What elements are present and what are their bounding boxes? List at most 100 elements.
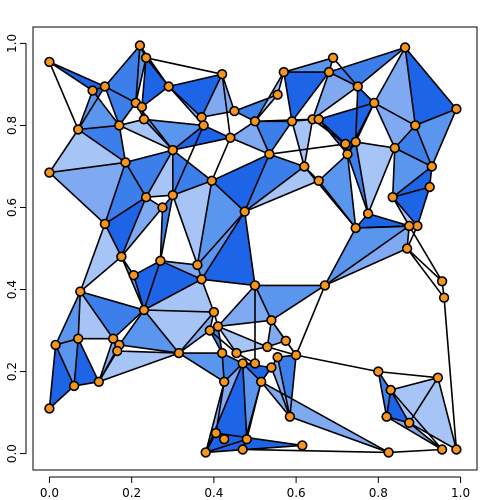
graph-edge <box>414 125 433 167</box>
graph-edge <box>289 355 297 417</box>
graph-edge <box>211 137 232 182</box>
graph-edge <box>217 325 268 348</box>
graph-node <box>167 144 179 156</box>
graph-edge <box>143 278 202 311</box>
graph-node <box>237 444 248 455</box>
graph-node <box>264 149 275 160</box>
nodes-layer <box>44 40 462 458</box>
graph-edge <box>172 180 213 196</box>
graph-edge <box>291 71 330 122</box>
graph-node <box>290 349 302 361</box>
x-tick-label: 0.4 <box>204 486 223 500</box>
graph-node <box>116 251 127 262</box>
graph-node <box>373 366 384 377</box>
graph-edge <box>196 211 246 266</box>
graph-node <box>44 403 55 414</box>
graph-node <box>381 411 392 422</box>
graph-edge <box>295 285 326 356</box>
graph-edge <box>318 153 349 182</box>
graph-edge <box>141 57 147 108</box>
graph-edge <box>324 227 357 286</box>
graph-edge <box>311 71 330 120</box>
graph-edge <box>49 161 126 174</box>
graph-edge <box>392 196 419 227</box>
graph-edge <box>367 212 410 227</box>
graph-edge <box>211 153 270 182</box>
graph-edge <box>328 71 359 88</box>
graph-edge <box>408 377 439 424</box>
graph-edge <box>367 147 396 214</box>
graph-edge <box>378 370 438 379</box>
graph-edge <box>143 309 214 313</box>
graph-edge <box>104 86 121 126</box>
graph-node <box>284 411 296 422</box>
graph-node <box>410 120 421 131</box>
graph-edge <box>178 311 215 354</box>
graph-node <box>239 206 250 217</box>
graph-edge <box>354 86 359 142</box>
graph-edge <box>241 363 248 440</box>
graph-edge <box>211 180 246 213</box>
graph-edge <box>332 57 359 88</box>
graph-node <box>216 347 228 359</box>
graph-node <box>219 434 230 445</box>
y-tick-label: 0.2 <box>5 362 19 381</box>
x-tick-label: 0.2 <box>122 486 141 500</box>
graph-edge <box>443 297 458 450</box>
graph-edge <box>172 137 231 151</box>
graph-node <box>237 358 248 369</box>
graph-node <box>383 447 394 458</box>
graph-node <box>313 114 324 125</box>
graph-edge <box>291 121 306 167</box>
graph-node <box>72 124 84 135</box>
graph-edge <box>295 354 379 373</box>
graph-edge <box>145 57 223 75</box>
graph-node <box>342 149 353 160</box>
graph-edge <box>160 260 202 281</box>
graph-edge <box>172 149 213 182</box>
graph-edge <box>98 338 114 383</box>
graph-node <box>120 157 131 168</box>
graph-edge <box>303 165 357 229</box>
graph-edge <box>143 309 180 354</box>
graph-edge <box>48 385 75 410</box>
graph-edge <box>118 125 127 163</box>
y-axis: 0.0 0.2 0.4 0.6 0.8 1.0 <box>5 34 27 463</box>
graph-edge <box>391 147 396 198</box>
graph-edge <box>346 154 357 229</box>
graph-edge <box>135 45 141 103</box>
graph-edge <box>217 319 272 328</box>
graph-node <box>50 339 61 351</box>
graph-edge <box>79 291 114 340</box>
graph-edge <box>145 149 174 198</box>
graph-edge <box>54 344 75 387</box>
y-tick-label: 0.0 <box>5 444 19 463</box>
graph-edge <box>77 90 94 130</box>
graph-node <box>340 138 351 150</box>
graph-edge <box>178 329 211 354</box>
graph-edge <box>201 110 235 118</box>
graph-edge <box>354 141 369 214</box>
graph-edge <box>390 389 443 451</box>
graph-edge <box>215 432 303 447</box>
graph-edge <box>98 350 118 383</box>
graph-node <box>262 341 273 353</box>
graph-edge <box>48 344 57 409</box>
graph-edge <box>415 108 457 127</box>
graph-node <box>196 111 207 123</box>
graph-edge <box>104 162 127 225</box>
graph-edge <box>406 247 443 282</box>
graph-edge <box>357 46 406 88</box>
graph-edge <box>73 338 79 386</box>
graph-edge <box>178 352 225 383</box>
graph-edge <box>143 118 204 127</box>
graph-edge <box>355 141 395 149</box>
graph-edge <box>406 248 445 299</box>
graph-node <box>401 243 413 254</box>
graph-node <box>272 352 283 363</box>
graph-edge <box>390 389 410 424</box>
graph-node <box>107 333 119 344</box>
graph-node <box>350 136 361 148</box>
graph-node <box>249 358 261 369</box>
